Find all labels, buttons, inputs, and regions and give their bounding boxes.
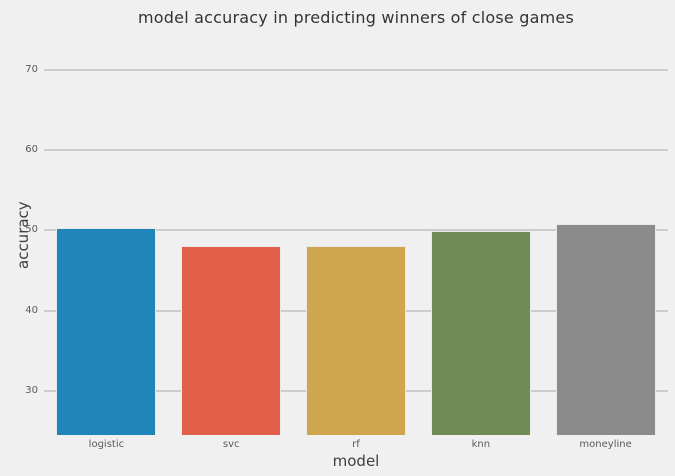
- plot-area: [44, 34, 668, 435]
- gridline-y-50: [44, 229, 668, 232]
- x-tick-label-moneyline: moneyline: [579, 439, 632, 450]
- bar-moneyline: [555, 224, 656, 435]
- x-tick-label-svc: svc: [222, 439, 240, 450]
- x-tick-label-knn: knn: [471, 439, 491, 450]
- gridline-y-70: [44, 69, 668, 72]
- y-tick-label-40: 40: [25, 304, 38, 316]
- bar-svc: [181, 245, 282, 435]
- y-tick-label-60: 60: [25, 144, 38, 156]
- x-tick-label-rf: rf: [352, 439, 360, 450]
- y-tick-label-50: 50: [25, 224, 38, 236]
- bar-rf: [306, 245, 406, 435]
- bar-knn: [430, 231, 531, 435]
- gridline-y-60: [44, 149, 668, 152]
- chart-title: model accuracy in predicting winners of …: [138, 8, 574, 27]
- x-axis-label: model: [332, 452, 380, 470]
- bar-logistic: [56, 228, 157, 435]
- x-tick-label-logistic: logistic: [88, 439, 125, 450]
- y-tick-label-70: 70: [25, 64, 38, 76]
- y-tick-label-30: 30: [25, 384, 38, 396]
